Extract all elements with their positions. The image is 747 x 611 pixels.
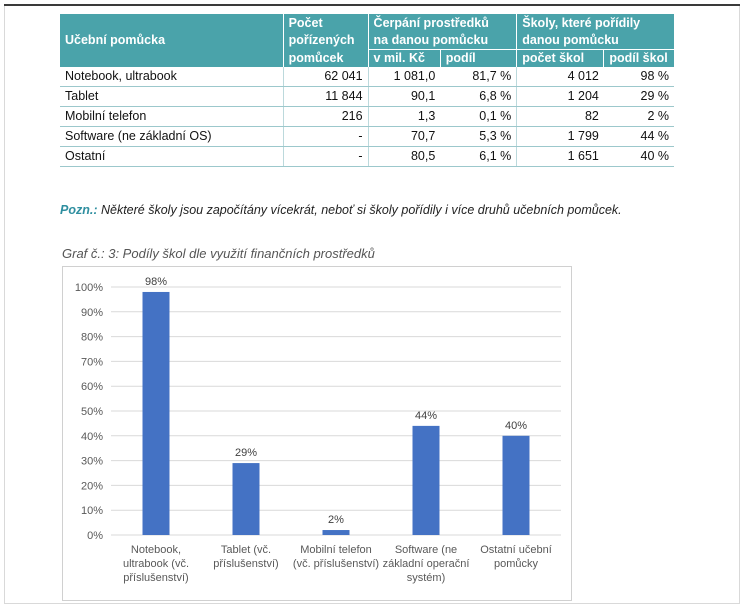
header-schools: počet škol (516, 49, 604, 67)
x-tick-label: Software (ne (395, 544, 457, 556)
y-tick-label: 0% (87, 530, 103, 542)
top-rule (4, 4, 740, 6)
cell-mil: 1 081,0 (367, 67, 441, 87)
x-tick-label: (vč. příslušenství) (293, 558, 379, 570)
cell-name: Mobilní telefon (60, 106, 284, 127)
cell-share: 5,3 % (440, 126, 517, 147)
y-tick-label: 50% (81, 406, 103, 418)
header-share: podíl (439, 49, 517, 67)
data-label: 98% (145, 276, 167, 288)
cell-count: - (282, 146, 369, 167)
x-tick-label: ultrabook (vč. (123, 558, 189, 570)
cell-share: 6,1 % (440, 146, 517, 167)
x-tick-label: příslušenství) (213, 558, 278, 570)
header-schools-2: danou pomůcku (516, 32, 674, 50)
y-tick-label: 100% (75, 282, 103, 294)
header-school-share: podíl škol (603, 49, 674, 67)
cell-school-share: 29 % (603, 86, 674, 107)
x-tick-label: Mobilní telefon (300, 544, 372, 556)
x-tick-label: pomůcky (494, 558, 539, 570)
cell-schools: 1 799 (516, 126, 604, 147)
cell-school-share: 98 % (603, 67, 674, 87)
table-row: Software (ne základní OS) - 70,7 5,3 % 1… (60, 126, 674, 147)
bar (502, 435, 530, 535)
y-tick-label: 70% (81, 356, 103, 368)
x-tick-label: Notebook, (131, 544, 181, 556)
cell-schools: 82 (516, 106, 604, 127)
y-tick-label: 20% (81, 480, 103, 492)
header-aid: Učební pomůcka (60, 14, 284, 67)
bar (142, 291, 170, 535)
cell-count: 11 844 (282, 86, 369, 107)
cell-mil: 70,7 (367, 126, 441, 147)
chart-caption: Graf č.: 3: Podíly škol dle využití fina… (62, 246, 375, 261)
header-count-3: pomůcek (282, 49, 369, 67)
x-tick-label: příslušenství) (123, 572, 188, 584)
header-count-2: pořízených (282, 32, 369, 50)
table-note: Pozn.: Některé školy jsou započítány víc… (60, 203, 622, 217)
bar (232, 463, 260, 535)
cell-name: Software (ne základní OS) (60, 126, 284, 147)
x-tick-label: základní operační (383, 558, 470, 570)
table-row: Tablet 11 844 90,1 6,8 % 1 204 29 % (60, 86, 674, 107)
cell-schools: 1 204 (516, 86, 604, 107)
cell-share: 6,8 % (440, 86, 517, 107)
data-label: 29% (235, 447, 257, 459)
header-mil: v mil. Kč (367, 49, 441, 67)
cell-school-share: 44 % (603, 126, 674, 147)
y-tick-label: 90% (81, 307, 103, 319)
x-tick-label: Ostatní učební (480, 544, 552, 556)
header-spend-1: Čerpání prostředků (367, 14, 517, 32)
cell-count: 62 041 (282, 67, 369, 87)
cell-count: - (282, 126, 369, 147)
header-schools-1: Školy, které pořídily (516, 14, 674, 32)
y-tick-label: 80% (81, 332, 103, 344)
bar (412, 425, 440, 535)
cell-mil: 90,1 (367, 86, 441, 107)
chart-container: 0% 10% 20% 30% 40% 50% 60% 70% 80% 90% 100% 98% Note… (62, 266, 572, 601)
cell-school-share: 2 % (603, 106, 674, 127)
note-label: Pozn.: (60, 203, 98, 217)
table-row: Ostatní - 80,5 6,1 % 1 651 40 % (60, 146, 674, 167)
x-tick-label: systém) (407, 572, 446, 584)
x-tick-label: Tablet (vč. (221, 544, 271, 556)
y-tick-label: 60% (81, 381, 103, 393)
data-label: 44% (415, 410, 437, 422)
cell-count: 216 (282, 106, 369, 127)
table-header-row: Učební pomůcka Počet Čerpání prostředků … (60, 14, 674, 67)
data-label: 2% (328, 514, 344, 526)
cell-mil: 1,3 (367, 106, 441, 127)
note-text: Některé školy jsou započítány vícekrát, … (97, 203, 622, 217)
cell-mil: 80,5 (367, 146, 441, 167)
y-tick-label: 30% (81, 456, 103, 468)
header-count-1: Počet (282, 14, 369, 32)
table-subheader-row: pomůcek v mil. Kč podíl počet škol podíl… (60, 49, 674, 67)
cell-schools: 4 012 (516, 67, 604, 87)
cell-share: 81,7 % (440, 67, 517, 87)
cell-name: Notebook, ultrabook (60, 67, 284, 87)
cell-name: Ostatní (60, 146, 284, 167)
y-tick-label: 10% (81, 505, 103, 517)
y-tick-label: 40% (81, 431, 103, 443)
bar (322, 530, 350, 535)
cell-share: 0,1 % (440, 106, 517, 127)
table-row: Notebook, ultrabook 62 041 1 081,0 81,7 … (60, 67, 674, 87)
table-header-row: pořízených na danou pomůcku danou pomůck… (60, 32, 674, 50)
header-spend-2: na danou pomůcku (367, 32, 517, 50)
data-table: Učební pomůcka Počet Čerpání prostředků … (60, 14, 674, 167)
data-label: 40% (505, 420, 527, 432)
cell-school-share: 40 % (603, 146, 674, 167)
bar-chart: 0% 10% 20% 30% 40% 50% 60% 70% 80% 90% 100% 98% Note… (75, 276, 561, 584)
table-row: Mobilní telefon 216 1,3 0,1 % 82 2 % (60, 106, 674, 127)
cell-schools: 1 651 (516, 146, 604, 167)
cell-name: Tablet (60, 86, 284, 107)
